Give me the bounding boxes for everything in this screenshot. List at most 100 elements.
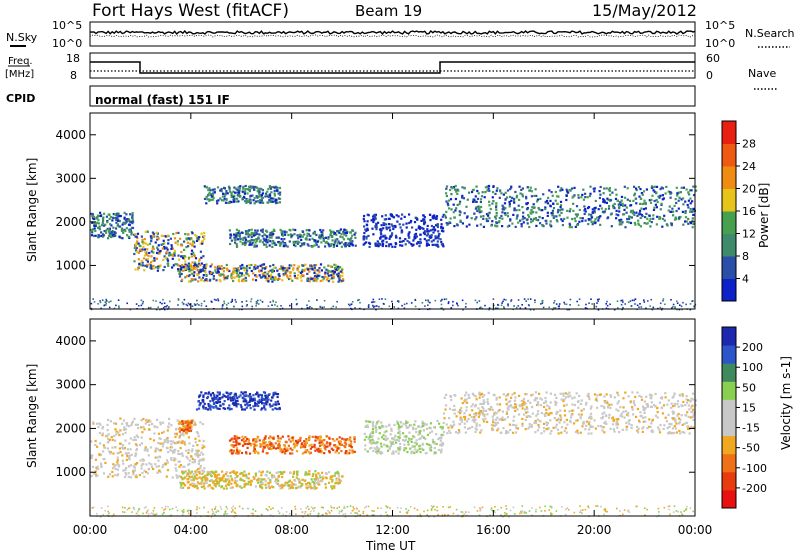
data-cell [269,435,272,438]
data-cell [170,446,174,449]
data-cell [173,253,176,257]
data-cell [194,470,197,473]
data-cell [269,273,272,276]
data-cell [221,477,224,480]
data-cell [176,419,179,422]
data-cell [615,209,618,212]
data-cell [418,447,421,450]
data-cell [221,485,224,488]
data-cell [201,399,204,402]
data-cell [169,253,172,256]
data-cell [339,266,342,269]
data-cell [134,453,137,456]
data-cell [298,233,302,236]
data-cell [184,233,187,236]
data-cell [205,278,208,281]
data-cell [231,470,234,473]
data-cell [400,240,403,243]
data-cell [511,431,515,434]
data-cell [354,244,357,247]
data-cell [558,209,561,212]
data-cell [167,451,170,454]
data-cell [292,228,295,231]
data-cell [179,244,183,247]
data-cell [523,403,526,406]
data-cell [434,229,437,232]
clutter-cell [101,299,104,301]
data-cell [283,450,286,453]
data-cell [273,392,276,395]
data-cell [252,186,255,189]
data-cell [100,464,103,467]
data-cell [223,400,226,403]
data-cell [127,465,130,468]
data-cell [354,231,357,234]
data-cell [99,442,102,445]
data-cell [602,210,605,213]
data-cell [167,439,170,443]
clutter-cell [503,306,505,308]
data-cell [267,280,270,283]
data-cell [415,228,418,231]
data-cell [381,215,384,218]
data-cell [340,245,343,248]
data-cell [279,484,282,487]
colorbar-tick-label: 20 [742,183,756,196]
data-cell [646,405,649,408]
data-cell [235,235,238,238]
data-cell [582,198,585,201]
data-cell [448,207,451,210]
data-cell [315,475,318,478]
clutter-cell [251,305,253,308]
data-cell [372,420,375,424]
data-cell [589,417,592,420]
data-cell [186,427,189,430]
data-cell [232,200,236,203]
data-cell [222,393,225,396]
data-cell [183,465,186,468]
data-cell [205,185,208,189]
data-cell [632,199,635,202]
data-cell [281,451,284,454]
data-cell [587,206,591,209]
data-cell [187,478,190,481]
data-cell [392,450,395,453]
data-cell [397,215,400,218]
data-cell [676,192,679,195]
data-cell [369,439,372,442]
data-cell [332,245,335,248]
data-cell [271,230,274,233]
data-cell [232,270,235,273]
data-cell [245,201,248,204]
data-cell [482,215,485,218]
data-cell [257,394,260,397]
data-cell [139,248,142,251]
clutter-cell [557,305,560,308]
data-cell [181,440,184,443]
data-cell [230,191,233,194]
data-cell [157,244,160,247]
data-cell [154,450,157,453]
data-cell [189,280,192,283]
data-cell [114,473,117,477]
data-cell [253,188,256,191]
data-cell [308,280,311,283]
data-cell [146,263,149,266]
data-cell [508,224,511,227]
data-cell [311,277,314,280]
data-cell [405,420,408,423]
data-cell [376,441,379,444]
data-cell [296,242,299,245]
data-cell [145,242,148,245]
data-cell [551,209,554,212]
data-cell [318,274,321,277]
data-cell [404,447,408,450]
data-cell [441,426,445,429]
data-cell [214,271,217,274]
data-cell [202,470,205,473]
data-cell [578,220,581,223]
data-cell [233,194,236,197]
data-cell [198,460,201,463]
data-cell [331,480,334,483]
data-cell [651,194,654,197]
